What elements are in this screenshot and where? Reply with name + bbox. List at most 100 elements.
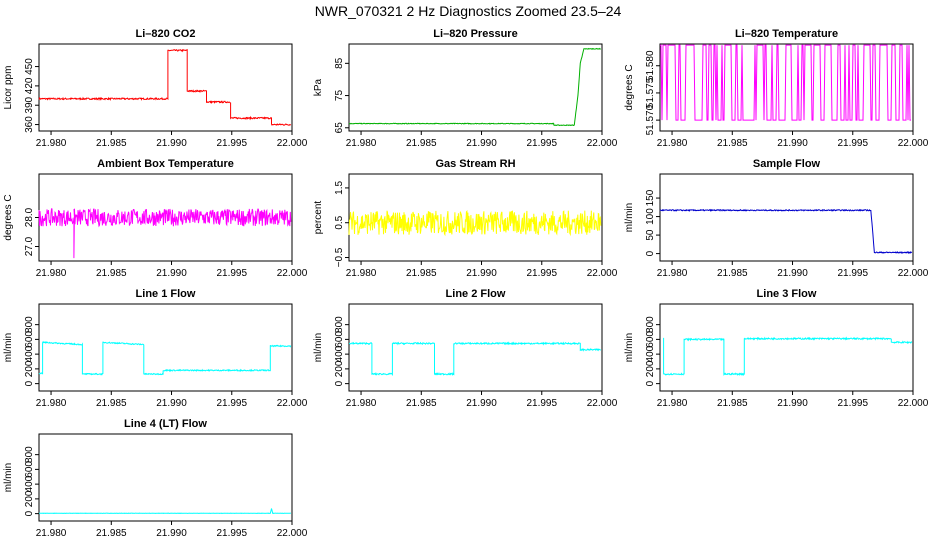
- x-tick-label: 22.000: [898, 138, 929, 149]
- panel-title: Line 3 Flow: [757, 288, 817, 300]
- panel-sample: Sample Flow 21.980 21.985 21.990 21.995 22.00…: [624, 158, 929, 279]
- x-tick-label: 22.000: [277, 268, 308, 279]
- x-tick-label: 21.990: [466, 138, 497, 149]
- x-tick-label: 21.980: [657, 138, 688, 149]
- y-axis-label: ml/min: [624, 203, 635, 232]
- panel-title: Line 4 (LT) Flow: [124, 418, 207, 430]
- y-tick-label: 75: [334, 90, 345, 102]
- x-tick-label: 22.000: [277, 528, 308, 539]
- x-tick-label: 21.980: [346, 138, 377, 149]
- panel-title: Li–820 Pressure: [433, 28, 517, 40]
- x-tick-label: 22.000: [587, 138, 618, 149]
- y-axis-label: Licor ppm: [3, 66, 14, 110]
- x-tick-label: 22.000: [277, 398, 308, 409]
- panel-line1: Line 1 Flow 21.980 21.985 21.990 21.995 22.00…: [3, 288, 308, 409]
- x-tick-label: 21.990: [777, 268, 808, 279]
- x-tick-label: 21.995: [216, 138, 247, 149]
- plot-frame: [659, 173, 914, 262]
- y-tick-label: 51.575: [645, 77, 656, 108]
- series-line: [39, 508, 291, 514]
- x-tick-label: 21.980: [36, 398, 67, 409]
- x-tick-label: 21.980: [36, 528, 67, 539]
- x-tick-label: 22.000: [898, 398, 929, 409]
- panel-line4: Line 4 (LT) Flow 21.980 21.985 21.990 21.995…: [3, 418, 308, 539]
- y-tick-label: 65: [334, 122, 345, 134]
- y-axis-label: percent: [313, 201, 324, 235]
- x-tick-label: 22.000: [277, 138, 308, 149]
- y-tick-label: 200: [24, 490, 35, 507]
- panel-title: Gas Stream RH: [435, 158, 515, 170]
- y-tick-label: 1.5: [334, 181, 345, 195]
- x-tick-label: 21.980: [346, 398, 377, 409]
- x-tick-label: 21.980: [657, 398, 688, 409]
- series-line: [38, 208, 292, 259]
- y-tick-label: 100: [645, 208, 656, 225]
- y-tick-label: 150: [645, 189, 656, 206]
- panel-title: Sample Flow: [753, 158, 821, 170]
- y-tick-label: 0: [334, 380, 345, 386]
- x-tick-label: 21.990: [777, 138, 808, 149]
- plot-frame: [348, 173, 603, 262]
- y-axis-label: ml/min: [624, 333, 635, 362]
- x-tick-label: 21.990: [156, 138, 187, 149]
- y-tick-label: 0: [24, 380, 35, 386]
- x-tick-label: 21.985: [96, 138, 127, 149]
- y-tick-label: 450: [24, 58, 35, 75]
- series-line: [663, 336, 913, 377]
- plot-frame: [659, 43, 914, 132]
- panel-line2: Line 2 Flow 21.980 21.985 21.990 21.995 22.00…: [313, 288, 618, 409]
- y-tick-label: 400: [24, 345, 35, 362]
- y-tick-label: 51.570: [645, 104, 656, 135]
- series-line: [38, 340, 292, 376]
- y-tick-label: −0.5: [334, 247, 345, 267]
- y-tick-label: 200: [334, 360, 345, 377]
- series-line: [660, 44, 911, 121]
- y-tick-label: 400: [334, 345, 345, 362]
- x-tick-label: 21.985: [406, 268, 437, 279]
- x-tick-label: 21.990: [466, 268, 497, 279]
- x-tick-label: 21.990: [156, 528, 187, 539]
- x-tick-label: 21.995: [837, 268, 868, 279]
- x-tick-label: 21.995: [216, 398, 247, 409]
- x-tick-label: 21.980: [36, 138, 67, 149]
- x-tick-label: 22.000: [587, 398, 618, 409]
- y-tick-label: 600: [24, 331, 35, 348]
- y-tick-label: 0.5: [334, 215, 345, 229]
- y-tick-label: 51.580: [645, 50, 656, 81]
- x-tick-label: 21.995: [216, 528, 247, 539]
- panel-title: Li–820 CO2: [136, 28, 196, 40]
- panel-title: Li–820 Temperature: [735, 28, 838, 40]
- panel-co2: Li–820 CO2 21.980 21.985 21.990 21.995 22.000…: [3, 28, 308, 149]
- y-axis-label: ml/min: [3, 333, 14, 362]
- x-tick-label: 21.985: [717, 398, 748, 409]
- x-tick-label: 21.995: [526, 268, 557, 279]
- y-tick-label: 200: [645, 360, 656, 377]
- y-tick-label: 420: [24, 77, 35, 94]
- x-tick-label: 21.985: [406, 138, 437, 149]
- panel-rh: Gas Stream RH 21.980 21.985 21.990 21.995 22.…: [313, 158, 618, 279]
- y-tick-label: 200: [24, 360, 35, 377]
- x-tick-label: 21.985: [96, 398, 127, 409]
- figure-title: NWR_070321 2 Hz Diagnostics Zoomed 23.5–…: [314, 3, 622, 19]
- x-tick-label: 22.000: [898, 268, 929, 279]
- series-line: [348, 47, 602, 127]
- x-tick-label: 21.985: [717, 268, 748, 279]
- y-tick-label: 390: [24, 96, 35, 113]
- y-tick-label: 85: [334, 57, 345, 69]
- plot-frame: [348, 43, 603, 132]
- x-tick-label: 22.000: [587, 268, 618, 279]
- panel-temp: Li–820 Temperature 21.980 21.985 21.990 21.9…: [624, 28, 929, 149]
- series-line: [659, 208, 913, 255]
- y-tick-label: 28.0: [24, 207, 35, 227]
- x-tick-label: 21.990: [466, 398, 497, 409]
- y-tick-label: 800: [334, 316, 345, 333]
- x-tick-label: 21.995: [837, 138, 868, 149]
- y-tick-label: 800: [24, 446, 35, 463]
- y-tick-label: 600: [24, 461, 35, 478]
- x-tick-label: 21.990: [156, 398, 187, 409]
- x-tick-label: 21.980: [36, 268, 67, 279]
- panel-ambient: Ambient Box Temperature 21.980 21.985 21.99…: [3, 158, 308, 279]
- y-tick-label: 0: [645, 250, 656, 256]
- panel-line3: Line 3 Flow 21.980 21.985 21.990 21.995 22.00…: [624, 288, 929, 409]
